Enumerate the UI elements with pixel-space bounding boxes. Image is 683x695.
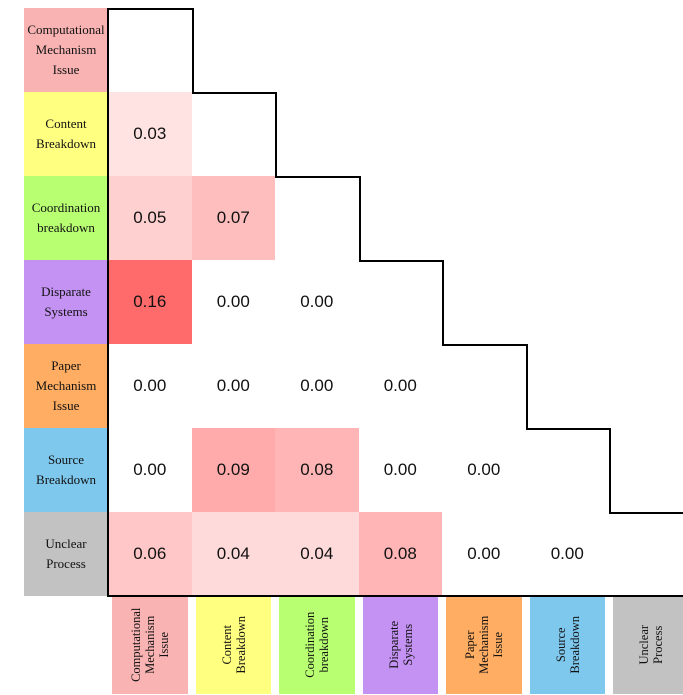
diagonal-right-border bbox=[525, 344, 528, 429]
row-label-line: Source bbox=[47, 452, 85, 467]
diagonal-top-border bbox=[358, 260, 443, 262]
heatmap-cell: 0.04 bbox=[191, 512, 275, 596]
heatmap-cell: 0.16 bbox=[108, 260, 192, 344]
column-label-line: Breakdown bbox=[233, 616, 248, 674]
column-label-source-breakdown: Source Breakdown bbox=[526, 596, 610, 694]
heatmap-cell: 0.07 bbox=[191, 176, 275, 260]
column-label-line: breakdown bbox=[316, 617, 331, 673]
matrix-bottom-border bbox=[107, 595, 683, 597]
heatmap-cell: 0.05 bbox=[108, 176, 192, 260]
column-label-line: Disparate bbox=[386, 621, 401, 669]
column-label-line: Paper bbox=[462, 630, 477, 660]
diagonal-top-border bbox=[275, 176, 360, 178]
row-label-disparate-systems: Disparate Systems bbox=[24, 260, 108, 344]
diagonal-top-border bbox=[107, 8, 192, 10]
row-label-line: Breakdown bbox=[36, 472, 96, 487]
row-label-source-breakdown: Source Breakdown bbox=[24, 428, 108, 512]
heatmap-cell: 0.00 bbox=[442, 512, 526, 596]
column-label-line: Unclear bbox=[636, 625, 651, 665]
column-label-line: Source bbox=[553, 627, 568, 663]
row-label-coordination-breakdown: Coordination breakdown bbox=[24, 176, 108, 260]
heatmap-cell: 0.00 bbox=[275, 260, 359, 344]
column-label-background: Source Breakdown bbox=[529, 596, 605, 694]
row-label-line: breakdown bbox=[37, 220, 95, 235]
diagonal-top-border bbox=[609, 512, 683, 514]
row-label-line: Mechanism bbox=[35, 42, 97, 57]
row-label-line: Process bbox=[46, 556, 86, 571]
diagonal-right-border bbox=[442, 260, 444, 345]
row-label-unclear-process: Unclear Process bbox=[24, 512, 108, 596]
column-label-unclear-process: Unclear Process bbox=[609, 596, 683, 694]
heatmap-cell: 0.00 bbox=[525, 512, 609, 596]
column-label-paper-mechanism-issue: Paper Mechanism Issue bbox=[442, 596, 526, 694]
heatmap-cell: 0.00 bbox=[358, 344, 442, 428]
row-label-line: Breakdown bbox=[36, 136, 96, 151]
column-label-content-breakdown: Content Breakdown bbox=[192, 596, 276, 694]
column-label-background: Paper Mechanism Issue bbox=[446, 596, 522, 694]
row-label-line: Content bbox=[45, 116, 87, 131]
heatmap-cell: 0.09 bbox=[191, 428, 275, 512]
row-label-paper-mechanism-issue: Paper Mechanism Issue bbox=[24, 344, 108, 428]
heatmap-cell: 0.00 bbox=[275, 344, 359, 428]
column-label-line: Process bbox=[650, 625, 665, 665]
heatmap-cell: 0.04 bbox=[275, 512, 359, 596]
diagonal-right-border bbox=[358, 176, 361, 261]
column-label-line: Mechanism bbox=[476, 615, 491, 675]
row-label-line: Unclear bbox=[45, 536, 87, 551]
row-label-line: Issue bbox=[52, 398, 80, 413]
heatmap-cell: 0.08 bbox=[358, 512, 442, 596]
column-label-line: Mechanism bbox=[142, 615, 157, 675]
heatmap-cell: 0.00 bbox=[191, 344, 275, 428]
heatmap-cell: 0.00 bbox=[108, 344, 192, 428]
column-label-line: Systems bbox=[400, 624, 415, 666]
diagonal-top-border bbox=[525, 428, 610, 430]
row-label-line: Issue bbox=[52, 62, 80, 77]
diagonal-right-border bbox=[275, 92, 277, 177]
heatmap-cell: 0.06 bbox=[108, 512, 192, 596]
diagonal-right-border bbox=[191, 8, 194, 93]
heatmap-cell: 0.08 bbox=[275, 428, 359, 512]
row-label-content-breakdown: Content Breakdown bbox=[24, 92, 108, 176]
column-label-background: Unclear Process bbox=[613, 596, 683, 694]
column-label-background: Coordination breakdown bbox=[279, 596, 355, 694]
column-label-background: Disparate Systems bbox=[362, 596, 438, 694]
heatmap-cell: 0.00 bbox=[442, 428, 526, 512]
row-label-computational-mechanism-issue: Computational Mechanism Issue bbox=[24, 8, 108, 92]
heatmap-cell: 0.03 bbox=[108, 92, 192, 176]
heatmap-cell: 0.00 bbox=[358, 428, 442, 512]
matrix-left-border bbox=[107, 8, 109, 596]
row-label-line: Paper bbox=[51, 358, 81, 373]
heatmap-cell: 0.00 bbox=[191, 260, 275, 344]
diagonal-right-border bbox=[609, 428, 611, 513]
column-label-background: Computational Mechanism Issue bbox=[112, 596, 188, 694]
row-label-line: Disparate bbox=[41, 284, 91, 299]
column-label-background: Content Breakdown bbox=[195, 596, 271, 694]
column-label-computational-mechanism-issue: Computational Mechanism Issue bbox=[108, 596, 192, 694]
column-label-coordination-breakdown: Coordination breakdown bbox=[275, 596, 359, 694]
row-label-line: Systems bbox=[44, 304, 88, 319]
heatmap-cell: 0.00 bbox=[108, 428, 192, 512]
column-label-line: Computational bbox=[128, 607, 143, 683]
column-label-disparate-systems: Disparate Systems bbox=[359, 596, 443, 694]
column-label-line: Issue bbox=[156, 632, 171, 658]
diagonal-top-border bbox=[442, 344, 527, 346]
row-label-line: Mechanism bbox=[35, 378, 97, 393]
column-label-line: Coordination bbox=[302, 612, 317, 678]
column-label-line: Issue bbox=[490, 632, 505, 658]
column-label-line: Content bbox=[219, 625, 234, 665]
diagonal-top-border bbox=[191, 92, 276, 94]
row-label-line: Coordination bbox=[31, 200, 101, 215]
row-label-line: Computational bbox=[27, 22, 105, 37]
column-label-line: Breakdown bbox=[567, 616, 582, 674]
